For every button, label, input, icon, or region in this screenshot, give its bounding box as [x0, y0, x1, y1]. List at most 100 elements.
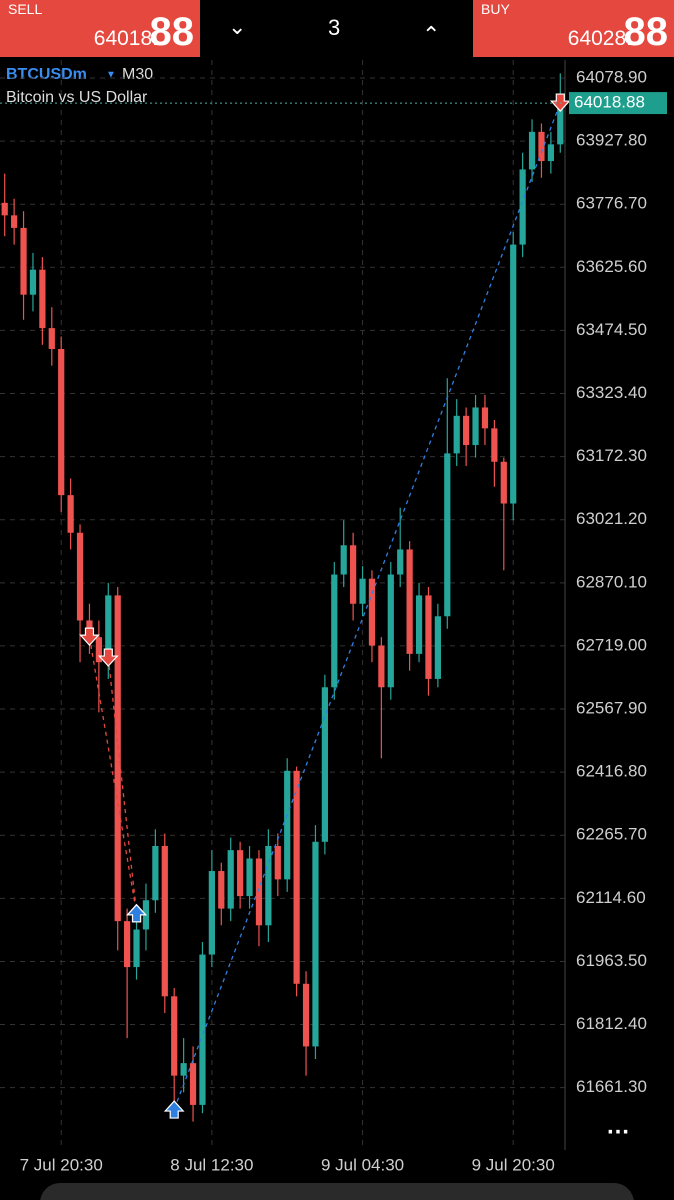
candle-body: [161, 845, 168, 997]
y-tick-label: 62567.90: [576, 699, 647, 718]
candle-body: [491, 428, 498, 462]
trade-line: [107, 657, 138, 913]
lot-up[interactable]: ⌃: [422, 22, 441, 47]
candle-body: [246, 858, 253, 897]
trade-line: [173, 102, 561, 1110]
lot-down[interactable]: ⌄: [228, 14, 247, 39]
candle-body: [415, 595, 423, 654]
candle-body: [67, 495, 74, 533]
candle-body: [199, 954, 206, 1105]
candle-body: [434, 616, 441, 679]
trade-arrow: [97, 648, 119, 667]
chart: BTCUSDm ▼ M30 Bitcoin vs US Dollar … 640…: [0, 60, 667, 1200]
candle-body: [105, 595, 112, 663]
y-tick-label: 61963.50: [576, 951, 647, 970]
trade-arrow: [126, 903, 147, 923]
candle-body: [387, 574, 394, 688]
current-price-box: [569, 92, 667, 115]
candle-body: [293, 770, 300, 984]
sell-price: 64018.: [93, 27, 158, 50]
x-tick-label: 9 Jul 04:30: [321, 1155, 404, 1174]
candle-body: [255, 858, 263, 926]
candle-body: [29, 269, 37, 295]
y-tick-label: 63625.60: [576, 257, 647, 276]
buy-digits: 88: [623, 10, 669, 54]
current-price-label: 64018.88: [574, 93, 645, 112]
trade-arrow: [79, 627, 100, 647]
candle-body: [227, 850, 234, 909]
candle-body: [547, 144, 554, 162]
candle-body: [425, 595, 432, 679]
y-tick-label: 61812.40: [576, 1014, 647, 1033]
candle-body: [76, 532, 84, 621]
candle-body: [302, 983, 310, 1047]
candle-body: [95, 637, 102, 663]
candle-body: [20, 227, 27, 295]
candle-body: [11, 215, 18, 228]
candle-body: [58, 348, 65, 496]
candle-body: [500, 461, 507, 504]
candle-body: [1, 202, 8, 216]
candle-body: [180, 1063, 187, 1076]
candle-body: [378, 645, 385, 688]
candle-body: [39, 269, 46, 329]
candle-body: [453, 415, 460, 454]
y-tick-label: 62114.60: [576, 888, 646, 907]
candle-body: [397, 549, 404, 575]
symbol-description: Bitcoin vs US Dollar: [6, 89, 148, 106]
symbol-dropdown[interactable]: ▼: [106, 70, 116, 81]
trade-line: [88, 637, 138, 913]
candle-body: [331, 574, 338, 688]
more-menu[interactable]: …: [606, 1112, 630, 1139]
candle-body: [237, 850, 244, 897]
candle-body: [340, 545, 347, 575]
buy-label: BUY: [481, 1, 510, 17]
candle-body: [368, 578, 376, 646]
candle-body: [510, 244, 517, 504]
candle-body: [218, 871, 225, 909]
candle-body: [312, 841, 319, 1047]
y-tick-label: 63927.80: [576, 131, 647, 150]
sell-digits: 88: [149, 10, 195, 54]
lot-size[interactable]: 3: [328, 15, 341, 40]
sell-button[interactable]: SELL 64018. 88: [0, 0, 200, 57]
y-tick-label: 62265.70: [576, 825, 647, 844]
candle-body: [350, 545, 357, 604]
candle-body: [463, 415, 470, 446]
candle-body: [538, 131, 545, 162]
y-tick-label: 63474.50: [576, 320, 647, 339]
y-tick-label: 61661.30: [576, 1077, 647, 1096]
x-tick-label: 9 Jul 20:30: [472, 1155, 555, 1174]
candle-body: [171, 996, 178, 1076]
bottom-toolbar: [40, 1183, 634, 1200]
y-tick-label: 64078.90: [576, 67, 647, 86]
candle-body: [124, 921, 131, 968]
candle-body: [359, 578, 366, 604]
y-tick-label: 62416.80: [576, 762, 647, 781]
x-tick-label: 8 Jul 12:30: [170, 1155, 253, 1174]
candle-body: [557, 103, 564, 145]
candle-body: [208, 871, 215, 955]
y-tick-label: 63172.30: [576, 446, 647, 465]
candle-body: [519, 169, 526, 245]
y-tick-label: 63323.40: [576, 383, 647, 402]
candle-body: [472, 407, 479, 446]
symbol[interactable]: BTCUSDm: [6, 66, 87, 83]
candle-body: [528, 131, 536, 170]
candle-body: [48, 328, 55, 349]
trade-arrow: [163, 1100, 185, 1119]
x-tick-label: 7 Jul 20:30: [20, 1155, 103, 1174]
y-tick-label: 63021.20: [576, 509, 647, 528]
candle-body: [406, 549, 413, 654]
candle-body: [481, 407, 489, 429]
candle-body: [114, 595, 121, 922]
trade-arrow: [549, 93, 571, 112]
y-tick-label: 63776.70: [576, 194, 647, 213]
candle-body: [152, 845, 159, 901]
candle-body: [274, 845, 281, 880]
timeframe[interactable]: M30: [122, 66, 153, 83]
candle-body: [133, 929, 140, 968]
buy-button[interactable]: BUY 64028. 88: [473, 0, 674, 57]
candle-body: [265, 845, 272, 926]
